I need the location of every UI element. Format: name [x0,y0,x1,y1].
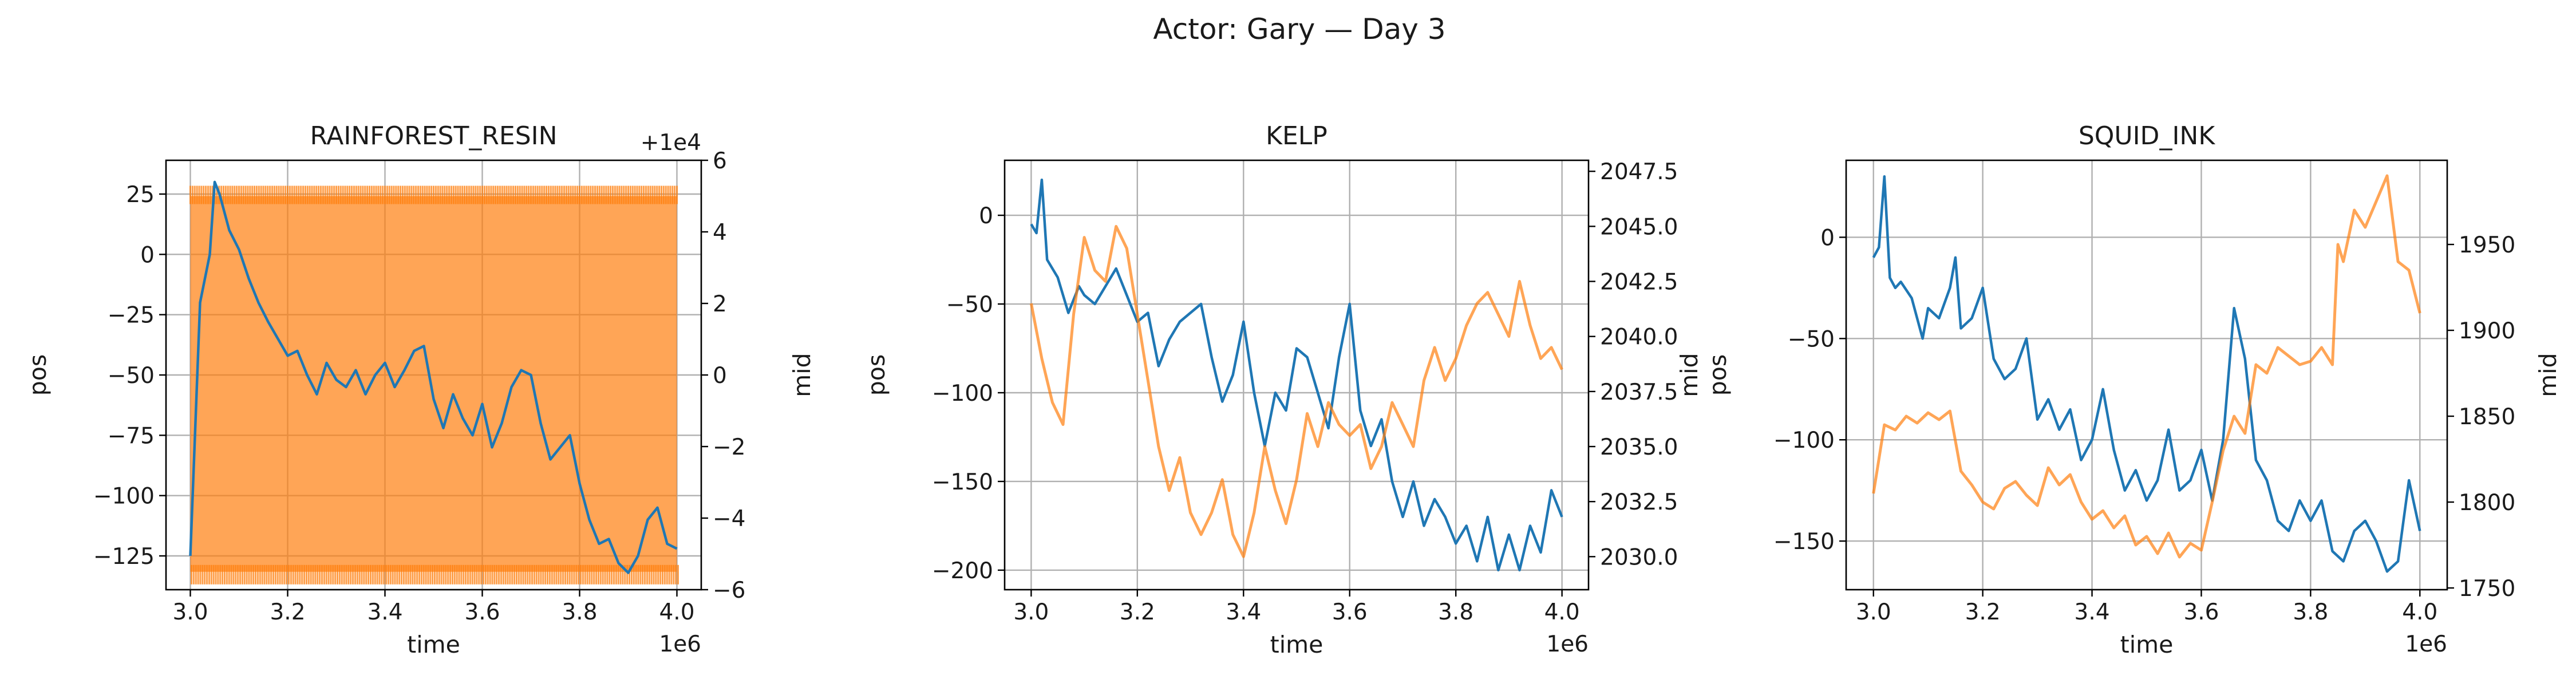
panels: 3.0 3.2 3.4 3.6 3.8 4.0 25 0 −25 −50 −75 −100 −125 6 4… [24,121,2562,658]
x-axis-label: time [2120,631,2174,658]
mid-series [1872,174,2421,559]
panel-0: 3.0 3.2 3.4 3.6 3.8 4.0 25 0 −25 −50 −75 −100 −125 6 4… [24,121,816,658]
x-offset-label: 1e6 [659,631,701,657]
x-tick-label: 3.4 [2075,599,2110,625]
y-offset-label-right: +1e4 [641,130,701,156]
x-tick-label: 3.0 [1856,599,1891,625]
y-tick-label-right: 2040.0 [1600,325,1678,350]
plot-frame [1003,159,1590,591]
plot-frame [1845,159,2448,591]
y-tick-label-left: −100 [93,484,155,510]
y-tick-label-left: −150 [1773,529,1835,555]
panel-2: 3.0 3.2 3.4 3.6 3.8 4.0 0 −50 −100 −150 1950 1900 18… [1704,121,2562,658]
plot-area [1872,174,2421,573]
figure-title: Actor: Gary — Day 3 [1153,13,1445,46]
y-tick-label-right: 2047.5 [1600,159,1678,185]
x-tick-label: 3.2 [270,599,305,625]
y-tick-label-right: 4 [713,220,727,246]
y-tick-label-right: 2035.0 [1600,435,1678,460]
pos-series [189,180,678,574]
y-tick-label-left: −200 [932,558,993,584]
x-tick-label: 4.0 [2402,599,2437,625]
y-tick-label-right: −2 [713,435,746,460]
y-tick-label-left: −25 [108,303,155,329]
pos-series [1872,175,2421,573]
y-tick-label-left: −50 [1788,326,1835,352]
x-tick-label: 3.6 [2183,599,2219,625]
mid-series-ticks [189,185,679,585]
y-tick-label-right: 1800 [2459,490,2515,516]
y-axis-label-right: mid [2534,353,2562,397]
y-tick-label-left: 25 [126,182,155,208]
y-tick-label-right: −6 [713,578,746,603]
y-axis-label-right: mid [788,353,816,397]
panel-title: KELP [1266,121,1327,151]
y-tick-label-right: 0 [713,363,727,389]
panel-title: RAINFOREST_RESIN [310,121,557,151]
mid-series [1029,224,1563,558]
y-tick-label-right: 1850 [2459,404,2515,430]
x-tick-label: 3.2 [1965,599,2001,625]
x-tick-label: 3.2 [1120,599,1155,625]
y-tick-label-right: 2037.5 [1600,380,1678,405]
y-tick-label-right: 1950 [2459,232,2515,258]
y-axis-label-left: pos [863,354,890,396]
x-tick-label: 3.4 [367,599,402,625]
y-tick-label-right: 2030.0 [1600,544,1678,570]
y-tick-label-left: −125 [93,544,155,570]
panel-1: 3.0 3.2 3.4 3.6 3.8 4.0 0 −50 −100 −150 −200 2047.5… [863,121,1703,658]
x-offset-label: 1e6 [1546,631,1589,657]
y-tick-label-right: 1750 [2459,576,2515,602]
panel-title: SQUID_INK [2079,121,2216,151]
y-tick-label-left: −150 [932,469,993,495]
x-tick-label: 3.4 [1226,599,1261,625]
y-tick-label-left: −50 [108,363,155,389]
y-axis-label-left: pos [24,354,52,396]
y-tick-label-right: 1900 [2459,318,2515,344]
y-tick-label-right: 2032.5 [1600,489,1678,515]
y-tick-label-left: −50 [946,292,993,318]
y-tick-label-right: −4 [713,506,746,532]
mid-series [190,196,677,572]
y-axis-label-right: mid [1676,353,1703,397]
x-tick-label: 3.6 [1332,599,1368,625]
y-tick-label-left: 0 [140,242,155,268]
pos-series [1030,178,1563,572]
plot-area [1029,178,1563,572]
y-tick-label-left: 0 [1820,225,1835,251]
x-axis-label: time [407,631,460,658]
x-tick-label: 3.6 [464,599,500,625]
x-tick-label: 4.0 [1544,599,1580,625]
y-tick-label-right: 2 [713,291,727,317]
y-tick-label-left: −100 [1773,428,1835,453]
x-tick-label: 3.0 [172,599,208,625]
y-tick-label-right: 2042.5 [1600,270,1678,295]
x-tick-label: 4.0 [659,599,694,625]
x-axis-label: time [1270,631,1323,658]
y-tick-label-right: 2045.0 [1600,214,1678,240]
y-tick-label-left: 0 [979,203,993,229]
x-tick-label: 3.8 [562,599,597,625]
x-tick-label: 3.0 [1013,599,1049,625]
x-tick-label: 3.8 [1438,599,1473,625]
plot-area [189,180,679,585]
x-offset-label: 1e6 [2405,631,2447,657]
y-axis-label-left: pos [1704,354,1732,396]
y-tick-label-left: −100 [932,381,993,406]
y-tick-label-right: 6 [713,148,727,174]
x-tick-label: 3.8 [2293,599,2328,625]
y-tick-label-left: −75 [108,423,155,449]
